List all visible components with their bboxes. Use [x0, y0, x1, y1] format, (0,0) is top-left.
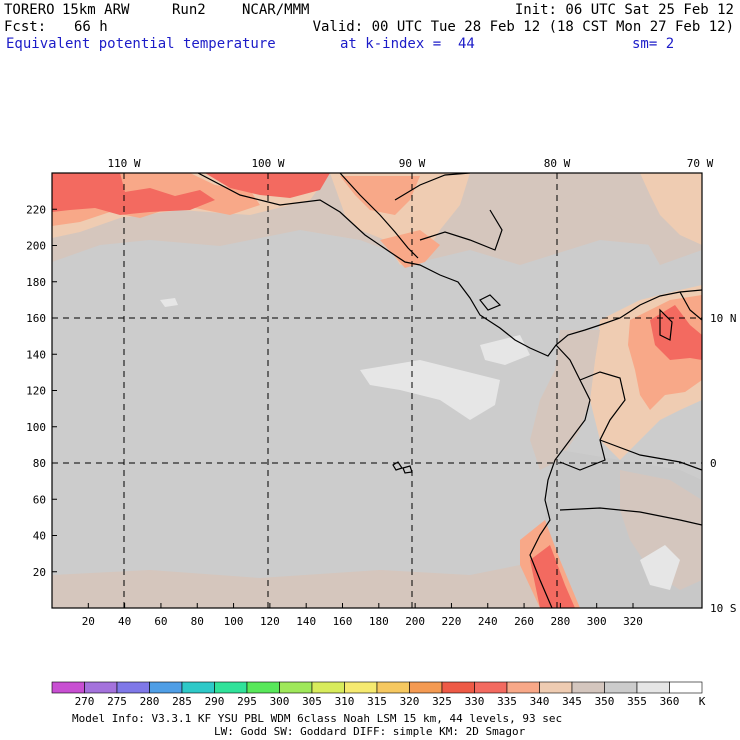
colorbar-swatch: [84, 681, 118, 694]
colorbar-labels: 270 275 280 285 290 295 300 305 310 315 320 325 330 3…: [75, 695, 680, 708]
colorbar-swatch: [409, 681, 443, 694]
x-tick-label: 200: [405, 615, 425, 628]
smoothing-label: sm= 2: [632, 36, 675, 52]
colorbar-swatch: [181, 681, 215, 694]
colorbar-value: 330: [465, 695, 485, 708]
x-tick-label: 180: [369, 615, 389, 628]
latitude-labels: 10 N 0 10 S: [710, 312, 737, 615]
y-tick-label: 220: [26, 203, 46, 216]
colorbar-swatch: [311, 681, 345, 694]
y-tick-label: 200: [26, 240, 46, 253]
colorbar-swatch: [376, 681, 410, 694]
x-tick-label: 60: [154, 615, 167, 628]
x-tick-label: 80: [191, 615, 204, 628]
x-tick-label: 280: [550, 615, 570, 628]
lon-label: 80 W: [544, 157, 571, 170]
y-tick-label: 20: [33, 566, 46, 579]
colorbar-value: 345: [562, 695, 582, 708]
colorbar-value: 280: [140, 695, 160, 708]
x-tick-label: 120: [260, 615, 280, 628]
colorbar-swatch: [51, 681, 85, 694]
forecast-label: Fcst:: [4, 19, 47, 35]
field-name: Equivalent potential temperature: [6, 36, 276, 52]
colorbar-unit: K: [699, 695, 706, 708]
org-label: NCAR/MMM: [242, 2, 310, 18]
colorbar-value: 305: [302, 695, 322, 708]
colorbar-value: 355: [627, 695, 647, 708]
x-tick-label: 20: [82, 615, 95, 628]
x-tick-label: 100: [224, 615, 244, 628]
colorbar-value: 325: [432, 695, 452, 708]
lon-label: 110 W: [107, 157, 140, 170]
colorbar-value: 335: [497, 695, 517, 708]
colorbar: [51, 681, 703, 694]
y-tick-label: 160: [26, 312, 46, 325]
colorbar-swatch: [474, 681, 508, 694]
y-tick-label: 60: [33, 493, 46, 506]
lon-label: 90 W: [399, 157, 426, 170]
colorbar-value: 300: [270, 695, 290, 708]
model-resolution: 15km ARW: [62, 2, 130, 18]
x-tick-label: 320: [623, 615, 643, 628]
colorbar-value: 295: [237, 695, 257, 708]
colorbar-value: 320: [400, 695, 420, 708]
x-tick-label: 220: [442, 615, 462, 628]
physics-info: LW: Godd SW: Goddard DIFF: simple KM: 2D…: [214, 725, 526, 738]
colorbar-swatch: [246, 681, 280, 694]
y-tick-label: 180: [26, 276, 46, 289]
theta-e-field: [52, 173, 702, 608]
colorbar-swatch: [279, 681, 313, 694]
level-index: at k-index = 44: [340, 36, 475, 52]
lat-label: 0: [710, 457, 717, 470]
init-time: Init: 06 UTC Sat 25 Feb 12: [514, 2, 734, 18]
colorbar-value: 290: [205, 695, 225, 708]
colorbar-value: 275: [107, 695, 127, 708]
colorbar-swatch: [571, 681, 605, 694]
y-tick-label: 40: [33, 530, 46, 543]
y-tick-label: 140: [26, 348, 46, 361]
lat-lon-grid: [52, 173, 702, 608]
x-tick-label: 160: [333, 615, 353, 628]
x-tick-label: 300: [587, 615, 607, 628]
colorbar-value: 340: [530, 695, 550, 708]
colorbar-value: 310: [335, 695, 355, 708]
colorbar-swatch: [149, 681, 183, 694]
y-tick-label: 80: [33, 457, 46, 470]
longitude-labels: 110 W 100 W 90 W 80 W 70 W: [107, 157, 713, 170]
colorbar-swatch: [604, 681, 638, 694]
y-tick-label: 100: [26, 421, 46, 434]
x-grid-ticks: 20 40 60 80 100 120 140 160 180 200 220 240 260 280 30…: [82, 603, 643, 628]
colorbar-value: 315: [367, 695, 387, 708]
colorbar-swatch: [539, 681, 573, 694]
coastlines: [197, 173, 702, 608]
colorbar-swatch: [441, 681, 475, 694]
colorbar-swatch: [116, 681, 150, 694]
colorbar-value: 285: [172, 695, 192, 708]
y-tick-label: 120: [26, 385, 46, 398]
lat-label: 10 S: [710, 602, 737, 615]
lon-label: 100 W: [251, 157, 284, 170]
colorbar-swatch: [669, 681, 703, 694]
run-label: Run2: [172, 2, 206, 18]
colorbar-value: 270: [75, 695, 95, 708]
colorbar-swatch: [344, 681, 378, 694]
y-grid-ticks: 20 40 60 80 100 120 140 160 180 200 220: [26, 203, 57, 579]
x-tick-label: 260: [514, 615, 534, 628]
colorbar-value: 350: [595, 695, 615, 708]
colorbar-swatch: [506, 681, 540, 694]
model-info: Model Info: V3.3.1 KF YSU PBL WDM 6class…: [72, 712, 562, 725]
model-name: TORERO: [4, 2, 55, 18]
lat-label: 10 N: [710, 312, 737, 325]
colorbar-value: 360: [660, 695, 680, 708]
forecast-hours: 66 h: [74, 19, 108, 35]
colorbar-swatch: [636, 681, 670, 694]
colorbar-swatch: [214, 681, 248, 694]
lon-label: 70 W: [687, 157, 714, 170]
valid-time: Valid: 00 UTC Tue 28 Feb 12 (18 CST Mon …: [312, 19, 734, 35]
x-tick-label: 140: [296, 615, 316, 628]
x-tick-label: 40: [118, 615, 131, 628]
x-tick-label: 240: [478, 615, 498, 628]
